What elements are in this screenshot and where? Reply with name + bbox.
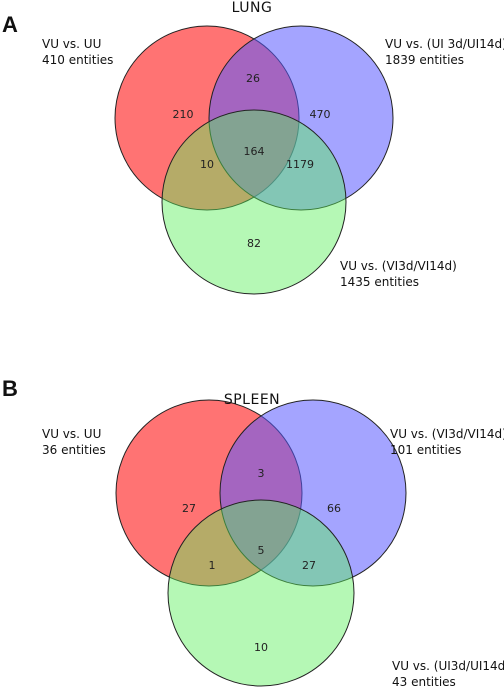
set-circle-green (167, 499, 355, 687)
set-count: 1839 entities (385, 53, 465, 67)
set-name: VU vs. (UI3d/UI14d) (392, 659, 504, 673)
set-count: 410 entities (42, 53, 114, 67)
panel-letter: B (2, 376, 18, 401)
set-label-green: VU vs. (UI3d/UI14d) 43 entities (392, 658, 504, 690)
set-count: 101 entities (390, 443, 462, 457)
region-green-only: 82 (247, 237, 261, 250)
set-name: VU vs. (UI 3d/UI14d) (385, 37, 504, 51)
region-blue-only: 470 (310, 108, 331, 121)
set-count: 36 entities (42, 443, 106, 457)
set-label-blue: VU vs. (UI 3d/UI14d) 1839 entities (385, 36, 504, 68)
panel-title: SPLEEN (223, 392, 281, 408)
region-red-only: 210 (173, 108, 194, 121)
region-blue-only: 66 (327, 502, 341, 515)
venn-panel-lung: 210 26 470 10 164 1179 82 A LUNG VU vs. … (0, 0, 504, 340)
set-circle-blue (208, 25, 394, 211)
region-red-blue: 26 (246, 72, 260, 85)
venn-diagram-spleen: 27 3 66 1 5 27 10 (115, 399, 407, 687)
set-circle-blue (219, 399, 407, 587)
region-red-green: 1 (209, 559, 216, 572)
set-name: VU vs. (VI3d/VI14d) (340, 259, 457, 273)
region-blue-green: 27 (302, 559, 316, 572)
region-green-only: 10 (254, 641, 268, 654)
set-name: VU vs. UU (42, 37, 102, 51)
region-red-green: 10 (200, 158, 214, 171)
panel-letter: A (2, 12, 18, 37)
set-count: 1435 entities (340, 275, 420, 289)
region-blue-green: 1179 (286, 158, 314, 171)
region-all-three: 5 (258, 544, 265, 557)
set-label-red: VU vs. UU 410 entities (42, 36, 113, 68)
region-red-only: 27 (182, 502, 196, 515)
set-circle-green (161, 109, 347, 295)
set-count: 43 entities (392, 675, 456, 689)
set-name: VU vs. (VI3d/VI14d) (390, 427, 504, 441)
set-label-red: VU vs. UU 36 entities (42, 426, 106, 458)
venn-diagram-lung: 210 26 470 10 164 1179 82 (114, 25, 394, 295)
set-label-green: VU vs. (VI3d/VI14d) 1435 entities (340, 258, 457, 290)
region-red-blue: 3 (258, 467, 265, 480)
set-name: VU vs. UU (42, 427, 102, 441)
region-all-three: 164 (244, 145, 265, 158)
venn-panel-spleen: 27 3 66 1 5 27 10 B SPLEEN VU vs. UU 36 … (0, 340, 504, 697)
set-label-blue: VU vs. (VI3d/VI14d) 101 entities (390, 426, 504, 458)
panel-title: LUNG (231, 0, 273, 16)
